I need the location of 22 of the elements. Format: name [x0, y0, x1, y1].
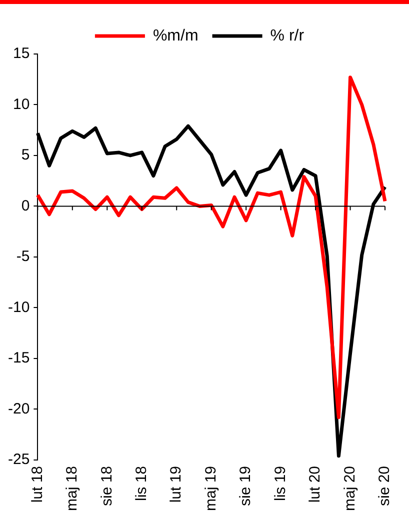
y-tick-label: -10 [8, 298, 30, 316]
y-tick-label: -20 [8, 400, 30, 418]
x-tick-label: maj 19 [202, 466, 220, 512]
y-tick-label: 15 [12, 45, 30, 62]
x-tick-label: sie 19 [237, 466, 254, 506]
y-tick-label: 10 [12, 96, 30, 113]
legend-label: %m/m [152, 27, 198, 44]
x-tick-label: sie 20 [376, 466, 394, 506]
x-tick-label: lut 19 [168, 466, 185, 503]
y-tick-label: 0 [21, 197, 30, 214]
y-tick-label: -5 [16, 248, 30, 266]
y-tick-label: 5 [21, 146, 30, 164]
x-tick-label: lut 20 [306, 466, 324, 503]
legend-label: % r/r [270, 27, 305, 44]
x-tick-label: lis 19 [272, 466, 289, 502]
y-tick-label: -25 [8, 451, 30, 468]
x-tick-label: sie 18 [98, 466, 116, 506]
y-tick-label: -15 [8, 350, 30, 367]
x-tick-label: lis 18 [133, 466, 150, 502]
x-tick-label: maj 18 [64, 466, 81, 512]
x-tick-label: maj 20 [341, 466, 358, 512]
x-tick-label: lut 18 [28, 466, 46, 503]
